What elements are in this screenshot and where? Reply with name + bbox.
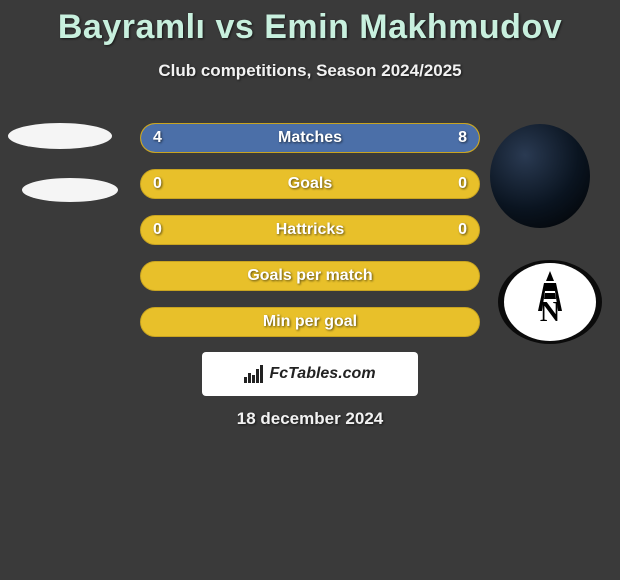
stat-row: Goals per match: [140, 261, 480, 291]
player1-placeholder-oval-a: [8, 123, 112, 149]
player2-photo-circle: [490, 124, 590, 228]
stat-label: Goals: [288, 175, 332, 193]
fctables-badge: FcTables.com: [202, 352, 418, 396]
stat-label: Min per goal: [263, 313, 357, 331]
stat-label: Matches: [278, 129, 342, 147]
subtitle: Club competitions, Season 2024/2025: [0, 61, 620, 81]
stat-row: Hattricks 0 0: [140, 215, 480, 245]
player2-club-badge: N: [498, 260, 602, 344]
bar-chart-icon: [244, 365, 264, 383]
stat-row: Min per goal: [140, 307, 480, 337]
stats-container: Matches 4 8 Goals 0 0 Hattricks 0 0 Goals per mat…: [140, 123, 480, 353]
date-text: 18 december 2024: [0, 409, 620, 429]
stat-row: Matches 4 8: [140, 123, 480, 153]
oil-derrick-icon: [532, 271, 568, 311]
stat-value-right: 0: [458, 221, 467, 239]
fctables-badge-text: FcTables.com: [269, 365, 375, 383]
stat-label: Hattricks: [276, 221, 344, 239]
stat-value-right: 8: [458, 129, 467, 147]
stat-value-left: 0: [153, 221, 162, 239]
page-title: Bayramlı vs Emin Makhmudov: [0, 0, 620, 47]
stat-value-left: 4: [153, 129, 162, 147]
stat-value-right: 0: [458, 175, 467, 193]
stat-label: Goals per match: [247, 267, 372, 285]
stat-row: Goals 0 0: [140, 169, 480, 199]
stat-value-left: 0: [153, 175, 162, 193]
player1-placeholder-oval-b: [22, 178, 118, 202]
